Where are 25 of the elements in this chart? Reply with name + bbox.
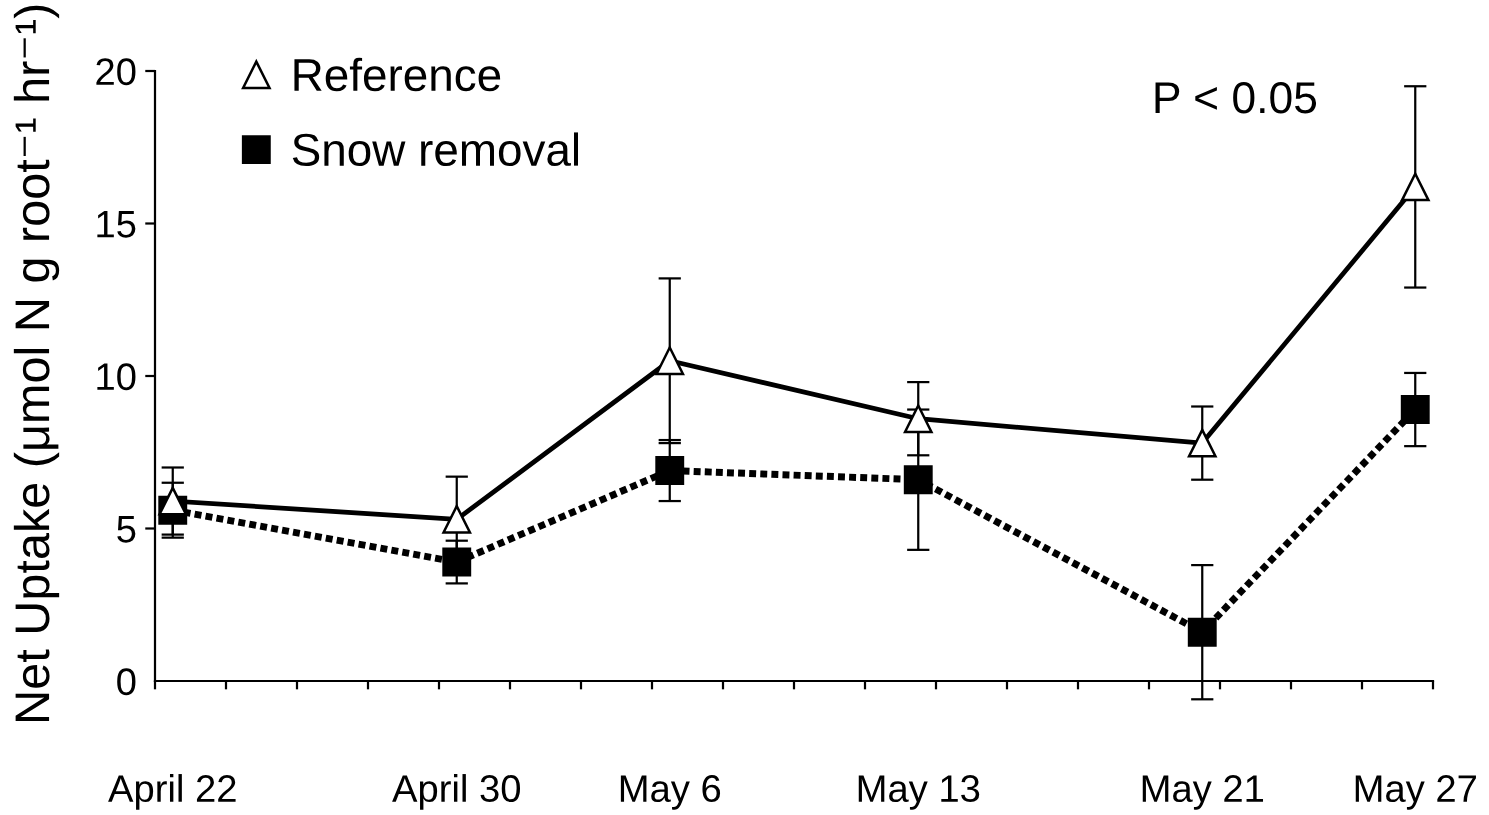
- point: [1400, 172, 1430, 202]
- x-tick-label: April 22: [108, 774, 236, 810]
- point: [903, 465, 933, 495]
- point: [1400, 395, 1430, 424]
- annotation: P < 0.05: [1155, 81, 1317, 114]
- point: [1187, 617, 1217, 647]
- point: [655, 346, 685, 376]
- y-tick-label: 15: [97, 211, 136, 238]
- x-tick-label: May 6: [620, 775, 721, 810]
- y-tick-label: 20: [96, 58, 136, 86]
- y-tick-label: 0: [117, 668, 136, 696]
- point: [903, 404, 933, 434]
- x-tick-label: May 27: [1355, 775, 1476, 810]
- point: [442, 547, 472, 577]
- y-tick-label: 10: [97, 363, 136, 391]
- x-tick-label: April 30: [392, 774, 521, 810]
- point: [655, 456, 685, 485]
- y-axis-title: Net Uptake (μmol N g root⁻¹ hr⁻¹): [13, 5, 60, 721]
- point: [1187, 428, 1217, 458]
- legend-label: Snow removal: [292, 132, 579, 167]
- y-tick-label: 5: [117, 516, 136, 543]
- point: [442, 504, 472, 534]
- x-tick-label: May 21: [1142, 775, 1264, 810]
- legend-label: Reference: [294, 57, 501, 92]
- x-tick-label: May 13: [858, 775, 980, 810]
